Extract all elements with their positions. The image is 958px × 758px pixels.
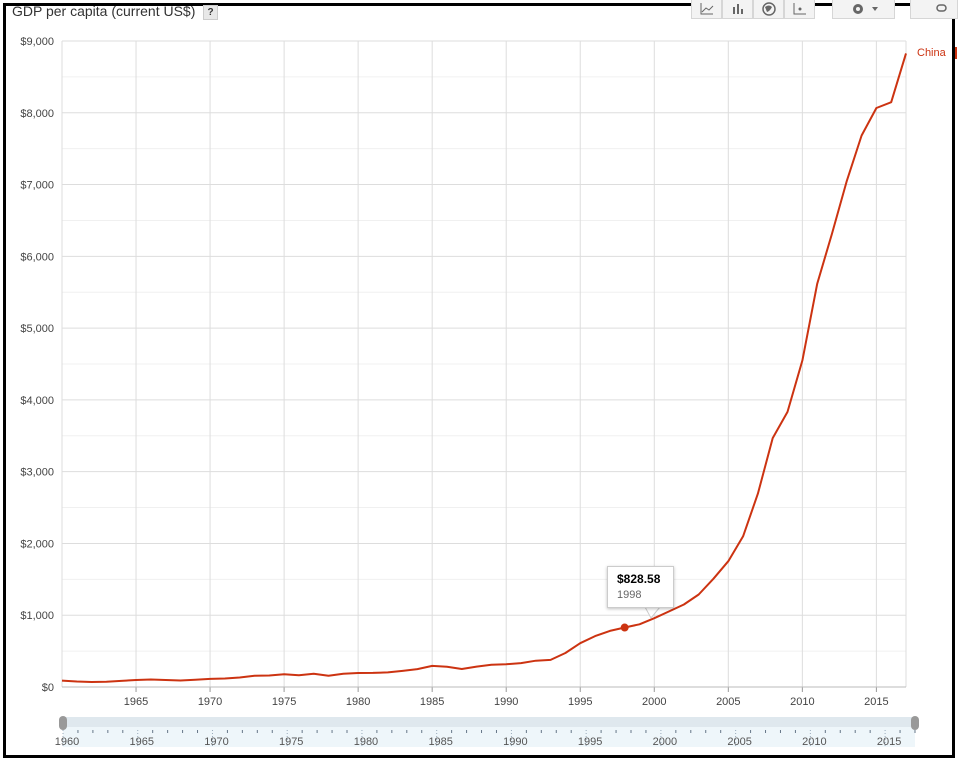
y-tick-label: $8,000	[20, 108, 54, 120]
series-line-china[interactable]	[61, 53, 907, 683]
x-axis: 1965 1970 1975 1980 1985 1990 1995 2000 2005 2010…	[62, 686, 906, 708]
chart-frame	[3, 3, 955, 758]
y-axis: $0 $1,000 $2,000 $3,000 $4,000 $5,000 $6,000 $7…	[20, 36, 54, 694]
y-tick-label: $1,000	[20, 610, 54, 622]
slider-tick-label: 1985	[428, 736, 452, 748]
x-tick-label: 1985	[420, 696, 444, 708]
highlight-point[interactable]	[620, 623, 629, 632]
series-layer	[61, 53, 907, 683]
slider-tick-label: 2010	[802, 736, 826, 748]
slider-tick-label: 1990	[503, 736, 527, 748]
globe-map-icon	[761, 2, 776, 16]
slider-handle-end[interactable]	[911, 716, 919, 730]
slider-tick-label: 1995	[578, 736, 602, 748]
y-tick-label: $9,000	[20, 36, 54, 48]
bar-chart-button[interactable]	[722, 0, 753, 19]
slider-tick-label: 2000	[653, 736, 677, 748]
slider-tick-label: 1965	[129, 736, 153, 748]
x-tick-label: 2015	[864, 696, 888, 708]
time-slider[interactable]: 1960 1965 1970 1975 1980 1985 1990 1995 2000 2005…	[55, 716, 919, 748]
x-tick-label: 2010	[790, 696, 814, 708]
help-button[interactable]: ?	[203, 5, 218, 20]
slider-tick-label: 2015	[877, 736, 901, 748]
x-tick-label: 1975	[272, 696, 296, 708]
x-tick-label: 1995	[568, 696, 592, 708]
x-tick-label: 1965	[124, 696, 148, 708]
x-tick-label: 1990	[494, 696, 518, 708]
legend-china[interactable]: China	[917, 47, 947, 59]
slider-tick-label: 1980	[354, 736, 378, 748]
y-tick-label: $0	[42, 682, 54, 694]
bar-chart-icon	[732, 4, 743, 14]
x-tick-label: 1970	[198, 696, 222, 708]
slider-tick-label: 1970	[204, 736, 228, 748]
x-tick-label: 2000	[642, 696, 666, 708]
slider-track[interactable]	[63, 727, 915, 747]
scatter-chart-button[interactable]	[784, 0, 815, 19]
y-tick-label: $4,000	[20, 395, 54, 407]
line-chart-button[interactable]	[691, 0, 722, 19]
link-button[interactable]	[910, 0, 958, 19]
x-tick-label: 1980	[346, 696, 370, 708]
settings-button[interactable]	[832, 0, 895, 19]
minor-grid	[62, 76, 906, 652]
gear-icon	[852, 4, 878, 14]
y-tick-label: $5,000	[20, 323, 54, 335]
y-tick-label: $3,000	[20, 467, 54, 479]
line-chart-icon	[700, 3, 713, 15]
tooltip: $828.58 1998	[607, 566, 674, 608]
slider-ticks: 1960 1965 1970 1975 1980 1985 1990 1995 2000 2005…	[55, 730, 916, 748]
y-tick-label: $6,000	[20, 251, 54, 263]
x-tick-label: 2005	[716, 696, 740, 708]
slider-handle-start[interactable]	[59, 716, 67, 730]
tooltip-year: 1998	[617, 589, 642, 601]
slider-tick-label: 1975	[279, 736, 303, 748]
scatter-chart-icon	[793, 3, 806, 15]
slider-tick-label: 2005	[727, 736, 751, 748]
chart-title: GDP per capita (current US$)	[12, 3, 196, 19]
legend-marker	[955, 47, 957, 59]
map-button[interactable]	[753, 0, 784, 19]
slider-tick-label: 1960	[55, 736, 79, 748]
link-icon	[936, 4, 947, 12]
slider-bar[interactable]	[63, 717, 915, 727]
y-tick-label: $2,000	[20, 538, 54, 550]
y-tick-label: $7,000	[20, 180, 54, 192]
tooltip-value: $828.58	[617, 572, 661, 586]
